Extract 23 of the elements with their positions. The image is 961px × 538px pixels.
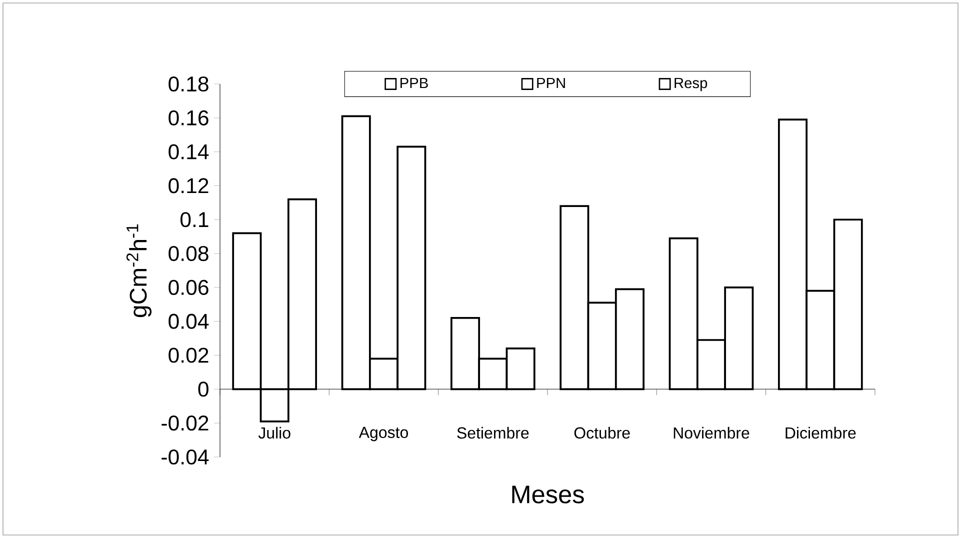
y-axis-title: gCm$^{-2}$h$^{-1}$ <box>126 224 152 318</box>
x-tick-label: Diciembre <box>786 426 856 439</box>
x-axis-title: Meses <box>512 486 584 504</box>
y-tick-label: 0.08 <box>168 246 208 262</box>
legend-label: PPN <box>537 78 565 88</box>
legend-label: Resp <box>674 78 708 92</box>
x-tick-label: Agosto <box>358 426 408 442</box>
y-tick-label: -0.04 <box>162 449 209 465</box>
x-tick-label: Julio <box>258 426 290 439</box>
x-tick-label: Noviembre <box>674 426 750 439</box>
x-tick-label: Octubre <box>574 426 630 439</box>
y-tick-label: 0.16 <box>168 110 208 126</box>
y-tick-label: 0 <box>198 382 208 397</box>
x-tick-label: Setiembre <box>457 426 529 439</box>
y-tick-label: -0.02 <box>162 416 208 431</box>
legend-label: PPB <box>400 78 428 88</box>
y-tick-label: 0.18 <box>168 76 208 92</box>
y-tick-label: 0.12 <box>168 178 208 194</box>
y-tick-label: 0.14 <box>168 144 209 160</box>
y-tick-label: 0.04 <box>168 314 209 329</box>
y-tick-label: 0.06 <box>168 280 208 295</box>
y-tick-label: 0.1 <box>180 212 208 228</box>
y-tick-label: 0.02 <box>168 348 208 363</box>
